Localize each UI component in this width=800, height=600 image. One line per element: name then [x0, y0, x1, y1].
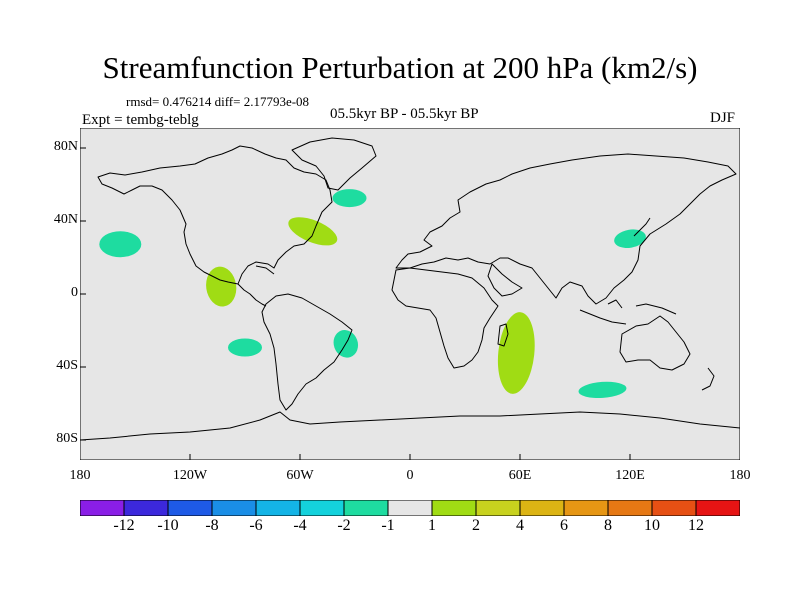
- colorbar-swatch-5: [299, 500, 345, 516]
- colorbar-label-0: -12: [113, 517, 135, 534]
- coast-central-america: [237, 283, 267, 307]
- coast-australia: [619, 315, 691, 371]
- lon-label-60e: 60E: [508, 468, 532, 483]
- lat-label-80n: 80N: [53, 139, 78, 154]
- colorbar: [80, 500, 740, 516]
- anomaly-south-pacific-negative: [228, 338, 262, 357]
- lon-label-180w: 180: [69, 468, 91, 483]
- lat-label-80s: 80S: [56, 431, 78, 446]
- colorbar-swatch-10: [519, 500, 565, 516]
- colorbar-label-13: 12: [688, 517, 704, 534]
- anomaly-western-atlantic-positive: [288, 217, 338, 246]
- lon-label-180e: 180: [729, 468, 751, 483]
- map-title: Streamfunction Perturbation at 200 hPa (…: [102, 50, 698, 85]
- colorbar-label-2: -8: [205, 517, 219, 534]
- axis-ticks: [80, 147, 631, 460]
- colorbar-swatch-14: [695, 500, 740, 516]
- colorbar-swatch-4: [255, 500, 301, 516]
- colorbar-swatch-12: [607, 500, 653, 516]
- coast-arabia: [487, 263, 523, 297]
- lon-label-120w: 120W: [172, 468, 208, 483]
- colorbar-label-8: 2: [472, 517, 480, 534]
- anomaly-layer: [99, 189, 646, 399]
- anomaly-north-pacific-negative: [99, 231, 142, 258]
- colorbar-swatch-9: [475, 500, 521, 516]
- coast-new-zealand: [701, 367, 715, 391]
- colorbar-swatch-3: [211, 500, 257, 516]
- colorbar-swatch-7: [387, 500, 433, 516]
- colorbar-label-9: 4: [516, 517, 524, 534]
- coast-cuba: [255, 265, 275, 275]
- colorbar-swatch-8: [431, 500, 477, 516]
- coast-north-america: [97, 145, 333, 285]
- coast-eurasia: [395, 153, 737, 305]
- coast-greenland: [291, 137, 377, 191]
- colorbar-swatch-0: [80, 500, 125, 516]
- colorbar-label-12: 10: [644, 517, 660, 534]
- coast-japan: [633, 217, 651, 237]
- anomaly-indian-ocean-positive: [497, 312, 535, 394]
- season-label: DJF: [710, 110, 736, 126]
- coast-indonesia: [579, 299, 677, 325]
- rmsd-diff-stats: rmsd= 0.476214 diff= 2.17793e-08: [126, 94, 310, 109]
- lat-label-40n: 40N: [53, 212, 78, 227]
- map-background: [80, 128, 740, 460]
- colorbar-swatch-13: [651, 500, 697, 516]
- colorbar-label-3: -6: [249, 517, 263, 534]
- lon-label-120e: 120E: [615, 468, 645, 483]
- lon-label-60w: 60W: [286, 468, 314, 483]
- lon-label-0: 0: [406, 468, 414, 483]
- colorbar-swatch-2: [167, 500, 213, 516]
- colorbar-label-7: 1: [428, 517, 436, 534]
- coast-south-america: [261, 293, 353, 411]
- coast-antarctica: [80, 411, 740, 441]
- colorbar-label-6: -1: [381, 517, 395, 534]
- anomaly-southern-indian-negative: [578, 381, 627, 399]
- lat-label-40s: 40S: [56, 358, 78, 373]
- coast-madagascar: [497, 323, 509, 347]
- period-label: 05.5kyr BP - 05.5kyr BP: [330, 106, 479, 122]
- coastlines: [80, 137, 740, 441]
- colorbar-label-1: -10: [157, 517, 179, 534]
- colorbar-label-10: 6: [560, 517, 568, 534]
- colorbar-label-11: 8: [604, 517, 612, 534]
- colorbar-label-5: -2: [337, 517, 351, 534]
- coast-africa: [391, 267, 499, 369]
- anomaly-north-atlantic-negative: [332, 189, 367, 208]
- colorbar-swatch-11: [563, 500, 609, 516]
- colorbar-label-4: -4: [293, 517, 307, 534]
- colorbar-swatch-6: [343, 500, 389, 516]
- lat-label-0: 0: [71, 285, 78, 300]
- anomaly-east-asia-negative: [614, 229, 646, 248]
- world-map: [80, 128, 740, 460]
- experiment-label: Expt = tembg-teblg: [82, 112, 199, 128]
- colorbar-swatch-1: [123, 500, 169, 516]
